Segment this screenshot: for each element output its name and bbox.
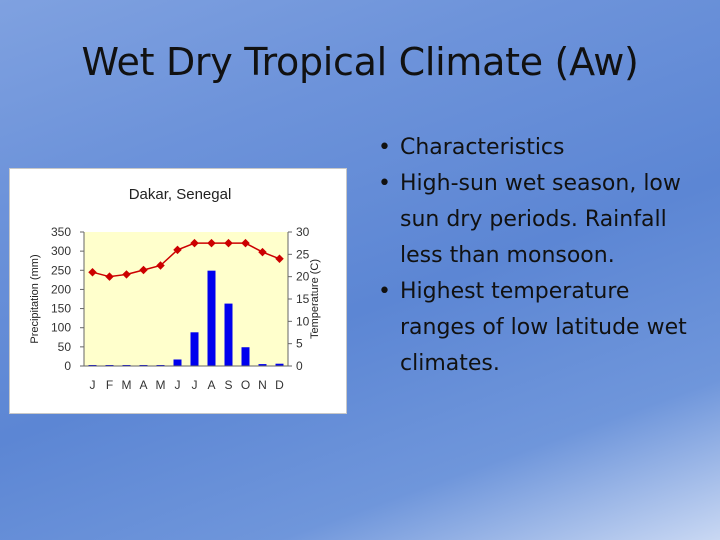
climate-chart: Dakar, Senegal 0 50 100 150 200 250 300 350 0 5 1… xyxy=(9,168,347,414)
slide-title: Wet Dry Tropical Climate (Aw) xyxy=(81,40,639,84)
x-tick-label: A xyxy=(139,378,147,392)
bullet-item: High-sun wet season, low sun dry periods… xyxy=(368,166,708,274)
temperature-point xyxy=(241,238,250,248)
x-tick-label: J xyxy=(90,378,96,392)
tick-label-left: 50 xyxy=(58,340,72,354)
tick-label-right: 0 xyxy=(296,359,303,373)
tick-label-left: 250 xyxy=(51,263,71,277)
chart-svg: Dakar, Senegal 0 50 100 150 200 250 300 350 0 5 1… xyxy=(29,186,321,392)
x-tick-label: O xyxy=(241,378,250,392)
tick-label-right: 10 xyxy=(296,314,310,328)
precip-bar xyxy=(190,332,199,366)
temperature-point xyxy=(224,238,233,248)
tick-label-right: 15 xyxy=(296,292,310,306)
chart-title: Dakar, Senegal xyxy=(129,186,232,203)
x-tick-label: F xyxy=(106,378,113,392)
x-tick-label: M xyxy=(156,378,166,392)
temperature-point xyxy=(275,254,284,264)
tick-label-left: 350 xyxy=(51,225,71,239)
tick-label-right: 25 xyxy=(296,247,310,261)
tick-label-left: 300 xyxy=(51,244,71,258)
precip-bar xyxy=(173,359,182,366)
precip-bar xyxy=(207,270,216,366)
bullet-list: Characteristics High-sun wet season, low… xyxy=(368,130,708,382)
x-tick-label: J xyxy=(175,378,181,392)
tick-label-left: 0 xyxy=(64,359,71,373)
temperature-point xyxy=(88,267,97,277)
precip-bar xyxy=(224,303,233,366)
temperature-point xyxy=(122,270,131,279)
bullet-item: Highest temperature ranges of low latitu… xyxy=(368,274,708,382)
bullet-item: Characteristics xyxy=(368,130,708,166)
plot-area xyxy=(84,232,288,366)
tick-label-left: 150 xyxy=(51,302,71,316)
temperature-point xyxy=(258,247,267,257)
tick-label-left: 200 xyxy=(51,282,71,296)
x-tick-label: N xyxy=(258,378,267,392)
temperature-point xyxy=(207,238,216,248)
precip-bar xyxy=(275,363,284,366)
x-tick-label: D xyxy=(275,378,284,392)
tick-label-right: 30 xyxy=(296,225,310,239)
x-tick-label: S xyxy=(224,378,232,392)
y-axis-label-right: Temperature (C) xyxy=(309,259,321,339)
x-tick-label: J xyxy=(192,378,198,392)
tick-label-right: 20 xyxy=(296,270,310,284)
precip-bar xyxy=(241,347,250,366)
y-axis-label-left: Precipitation (mm) xyxy=(29,254,41,343)
x-tick-label: A xyxy=(207,378,215,392)
precip-bar xyxy=(258,364,267,366)
temperature-point xyxy=(156,261,165,270)
x-tick-label: M xyxy=(122,378,132,392)
temperature-point xyxy=(173,245,182,255)
tick-label-left: 100 xyxy=(51,321,71,335)
temperature-point xyxy=(190,238,199,248)
tick-label-right: 5 xyxy=(296,337,303,351)
